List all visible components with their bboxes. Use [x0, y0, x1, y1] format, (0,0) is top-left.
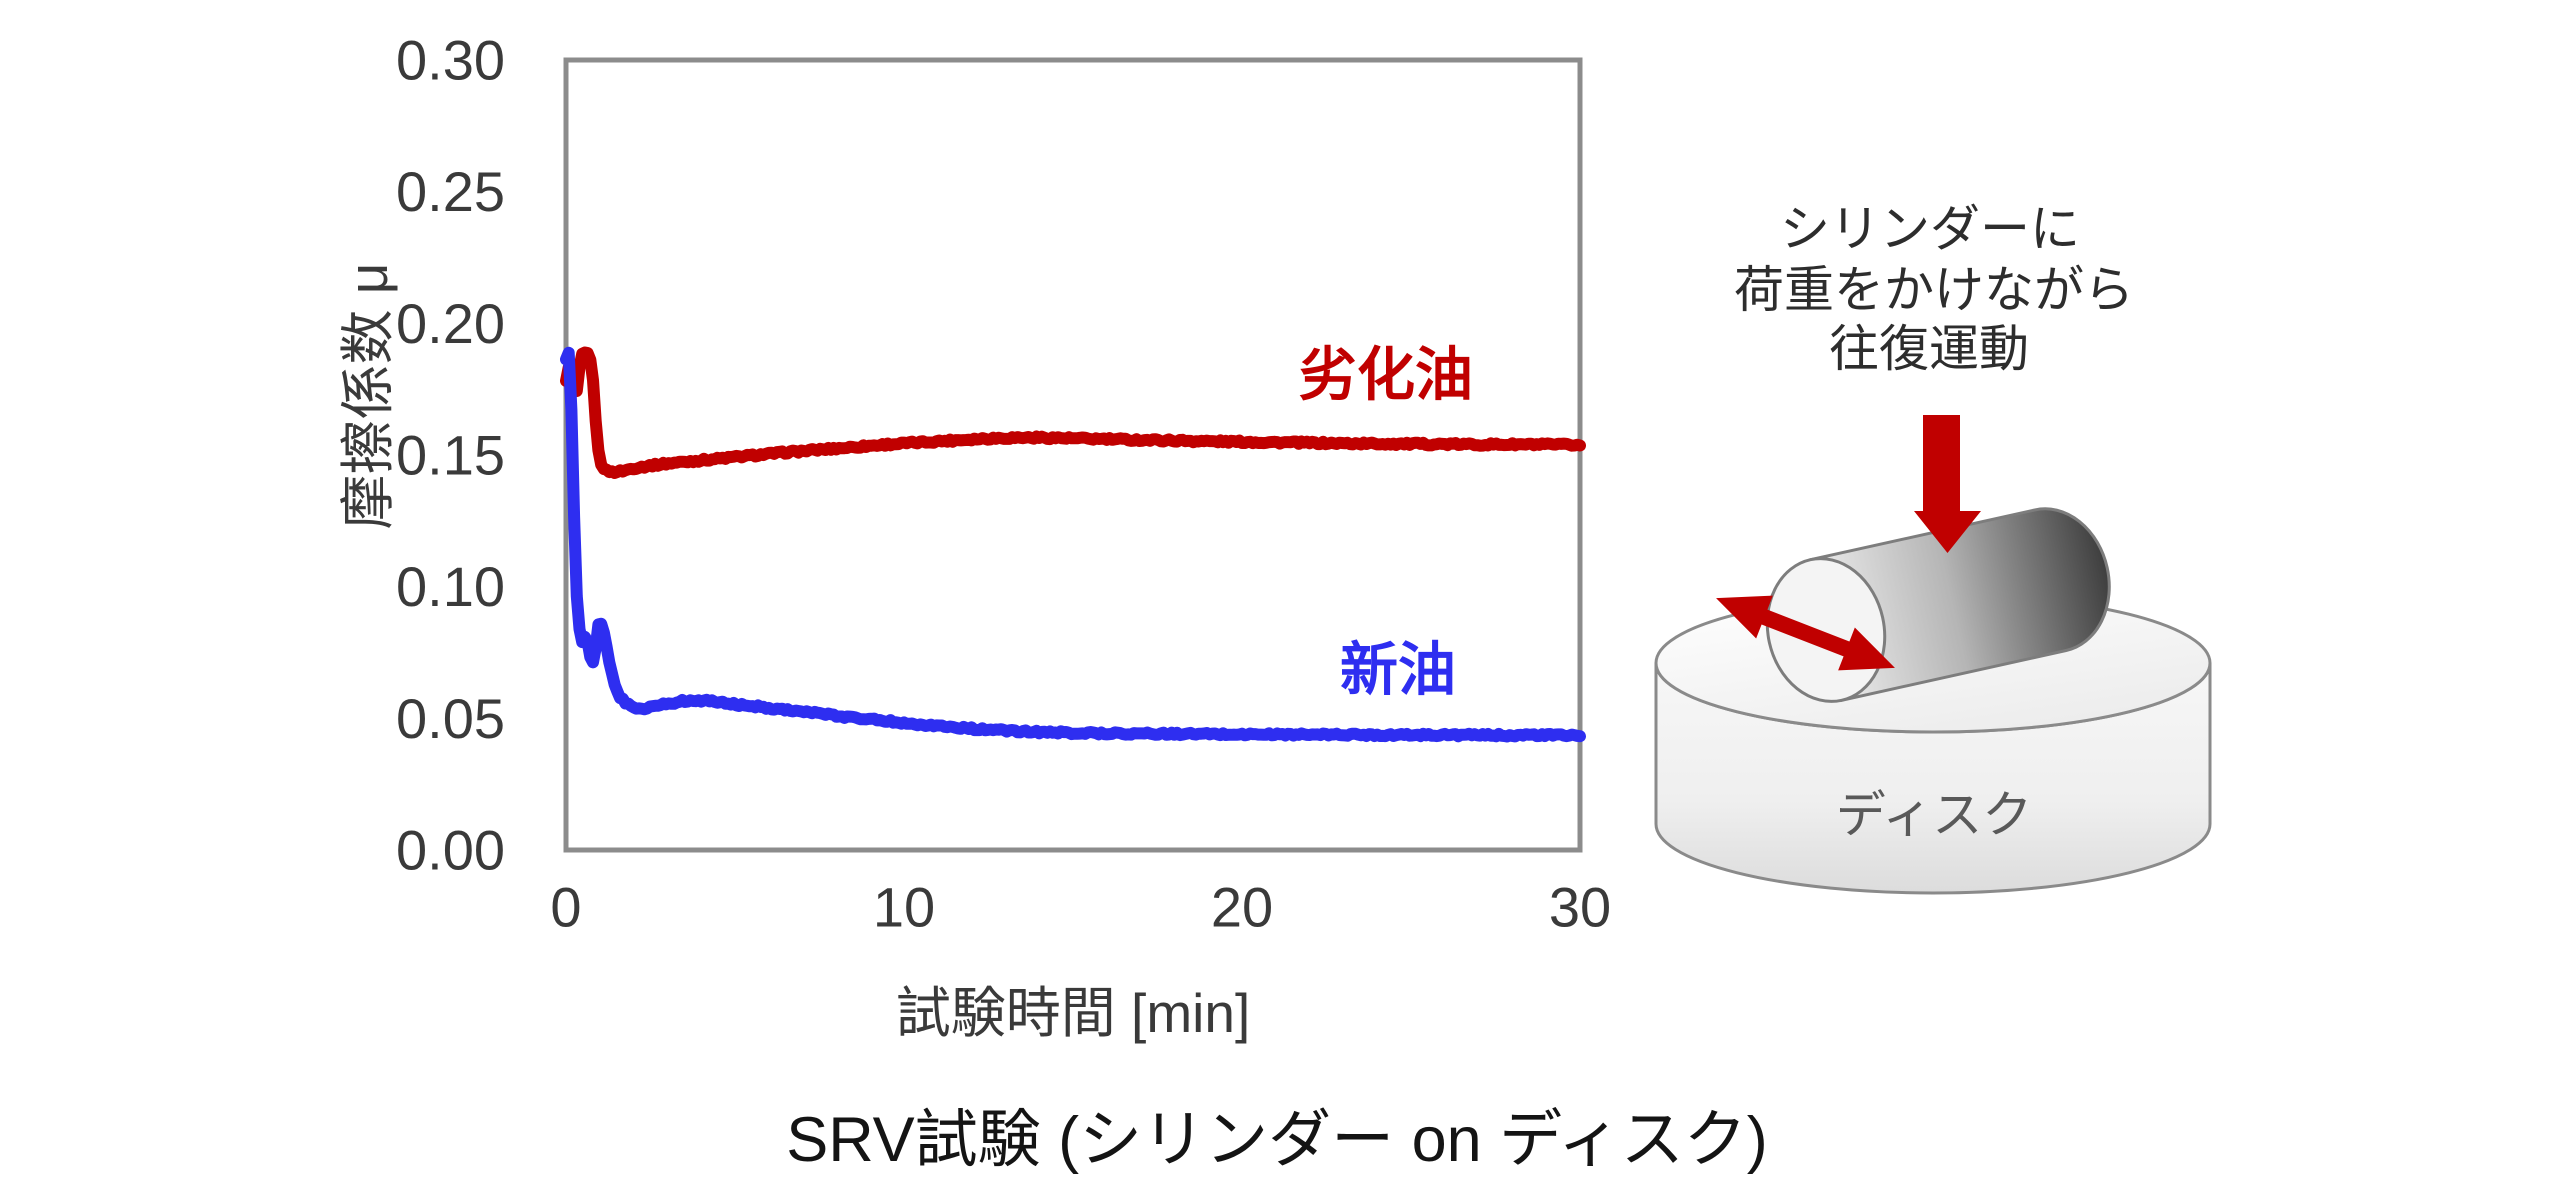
x-axis-title: 試験時間 [min] — [896, 982, 1250, 1044]
disk-label: ディスク — [1836, 787, 2033, 843]
friction-chart: 0.00 0.05 0.10 0.15 0.20 0.25 0.30 0 10 20 30 摩擦係… — [337, 29, 1611, 1045]
load-arrow-icon — [1914, 415, 1981, 553]
y-tick-label: 0.30 — [396, 29, 505, 92]
figure-caption: SRV試験 (シリンダー on ディスク) — [786, 1105, 1768, 1175]
y-tick-label: 0.00 — [396, 819, 505, 882]
x-axis-tick-labels: 0 10 20 30 — [550, 876, 1611, 939]
y-axis-tick-labels: 0.00 0.05 0.10 0.15 0.20 0.25 0.30 — [396, 29, 505, 882]
x-tick-label: 30 — [1549, 876, 1611, 939]
y-tick-label: 0.15 — [396, 424, 505, 487]
y-tick-label: 0.20 — [396, 292, 505, 355]
series-label-new-oil: 新油 — [1340, 638, 1456, 703]
x-tick-label: 0 — [550, 876, 581, 939]
y-axis-title: 摩擦係数 μ — [337, 263, 399, 530]
cylinder-body — [1808, 507, 2111, 703]
y-tick-label: 0.05 — [396, 687, 505, 750]
y-tick-label: 0.10 — [396, 555, 505, 618]
srv-test-diagram: シリンダーに 荷重をかけながら 往復運動 ディスク — [1654, 201, 2212, 895]
series-line-new-oil — [560, 346, 1586, 743]
series-line-degraded-oil — [560, 346, 1586, 479]
x-tick-label: 20 — [1211, 876, 1273, 939]
y-tick-label: 0.25 — [396, 160, 505, 223]
reciprocating-arrow-icon — [1716, 595, 1895, 671]
x-tick-label: 10 — [873, 876, 935, 939]
diagram-note-line-1: シリンダーに — [1780, 201, 2080, 257]
series-label-degraded-oil: 劣化油 — [1299, 343, 1473, 408]
diagram-note-line-2: 荷重をかけながら — [1734, 262, 2134, 318]
diagram-note-line-3: 往復運動 — [1829, 321, 2029, 377]
